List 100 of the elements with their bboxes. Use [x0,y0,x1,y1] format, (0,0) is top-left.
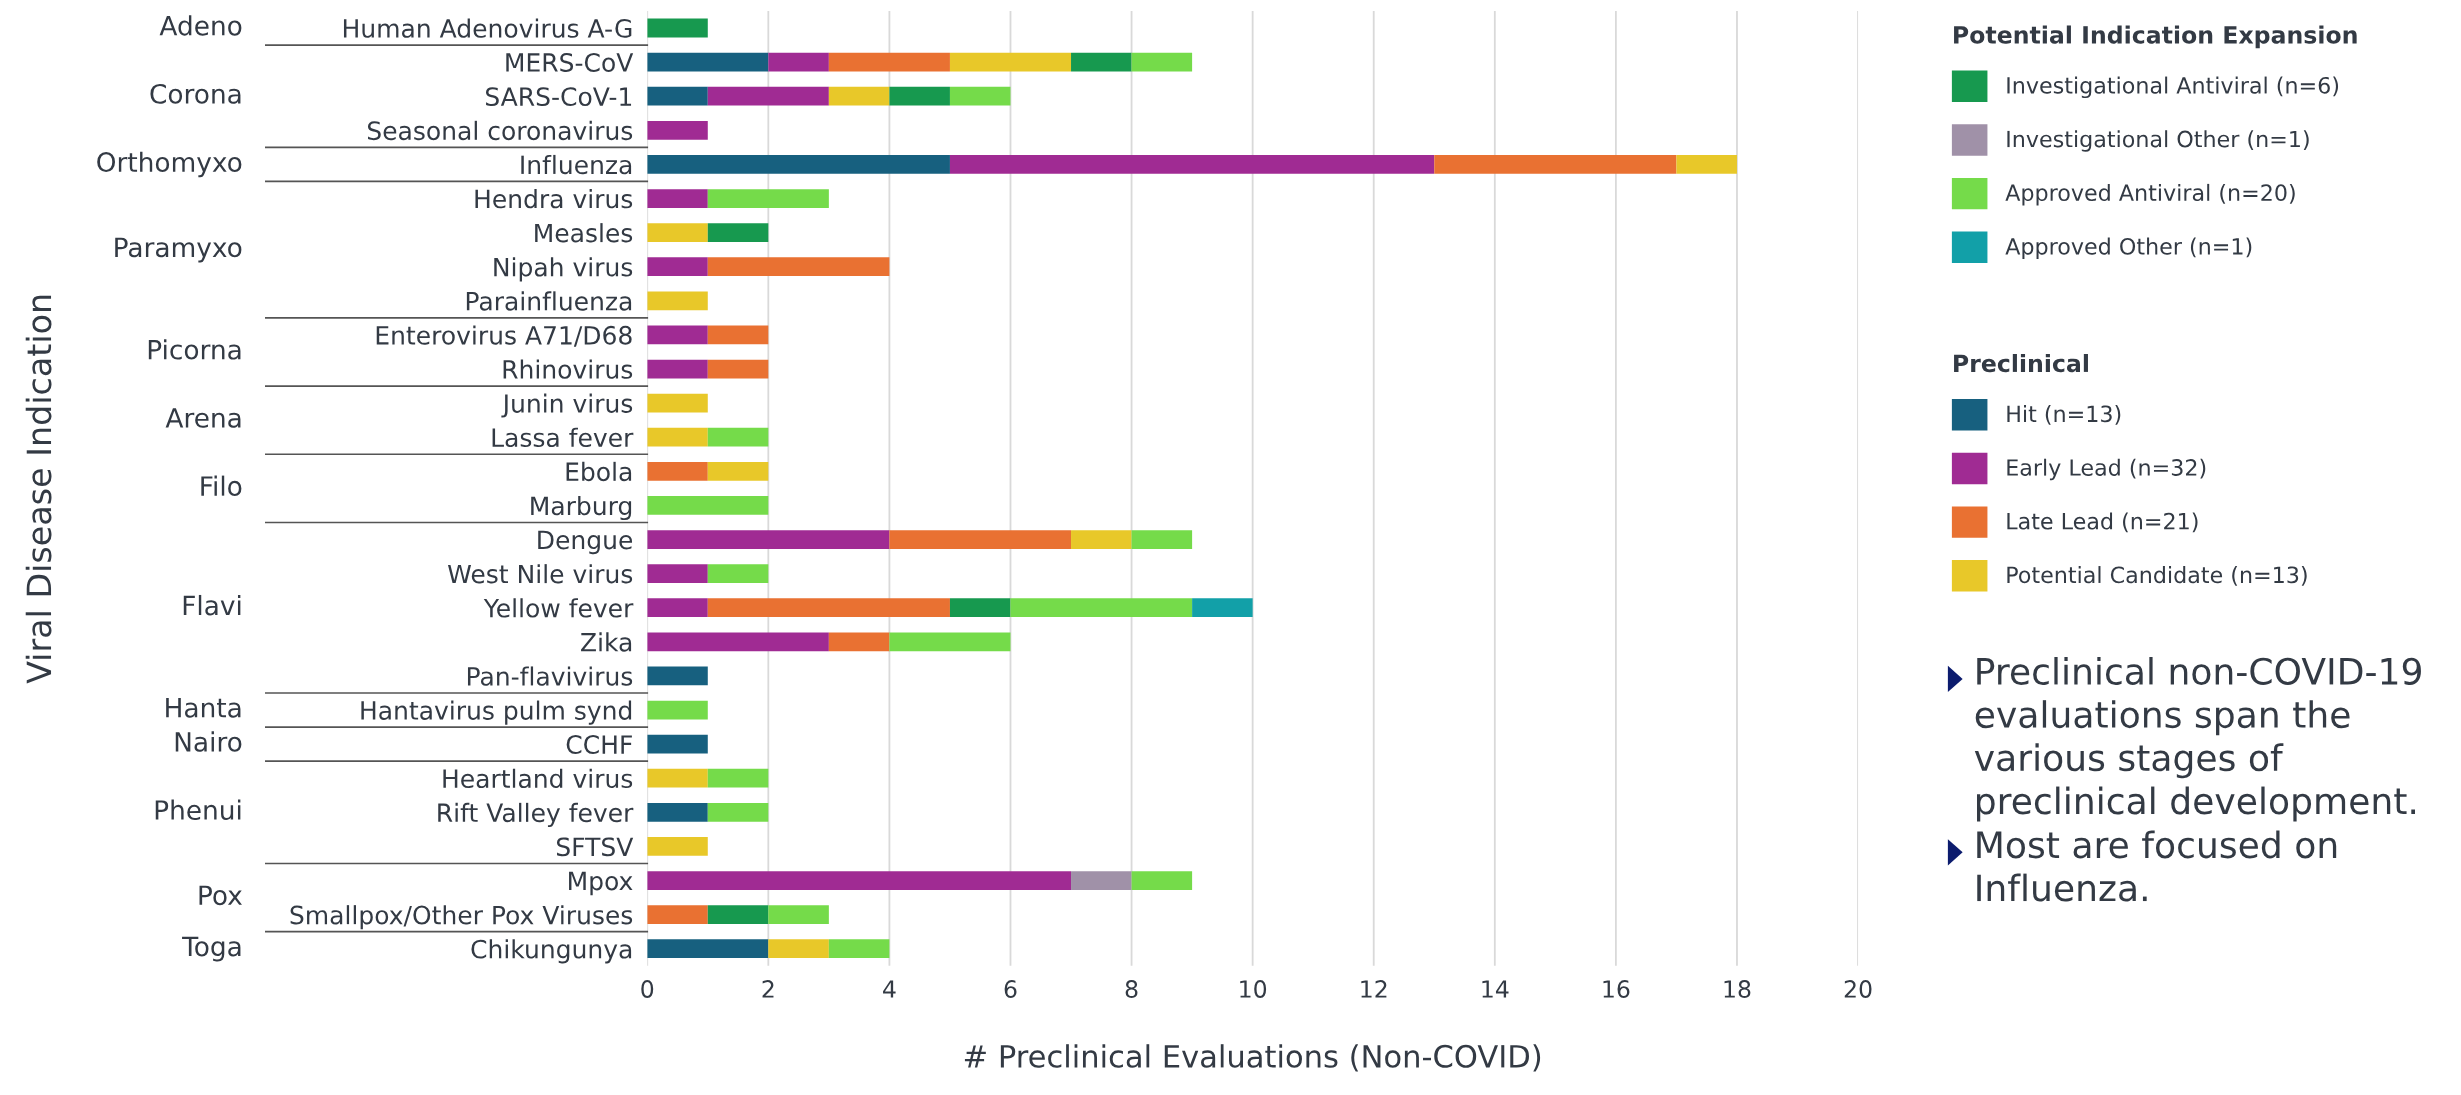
bar [647,52,769,72]
bar [647,905,708,925]
bar [647,666,708,686]
bar [647,837,708,856]
bar [647,120,708,140]
x-tick-label: 18 [1724,980,1751,998]
x-tick-label: 6 [1004,980,1017,998]
bar [647,564,708,583]
y-tick-label: Parainfluenza [466,291,632,311]
bar [647,86,708,106]
bar [949,598,1011,618]
bar [647,598,708,618]
text: Picorna [148,339,241,360]
bar [647,291,708,311]
y-tick-label: West Nile virus [447,564,633,584]
bar [647,18,708,38]
y-tick-label: Marburg [531,495,632,521]
bar [889,86,950,106]
y-tick-label: Pan-flavivirus [467,666,633,686]
bar [707,86,829,106]
bar [707,768,769,788]
legend-label: Potential Candidate (n=13) [2007,566,2307,586]
bar [647,325,708,345]
bar [707,223,769,242]
y-tick-label: Chikungunya [471,939,632,964]
legend-label: Investigational Antiviral (n=6) [2007,76,2339,99]
x-tick-label: 10 [1240,980,1267,998]
bar [1071,52,1132,72]
x-tick-label: 14 [1482,980,1509,998]
bar [828,86,890,106]
bar [647,632,829,652]
bar [768,905,829,925]
text: Adeno [159,15,242,36]
text: Hanta [166,698,241,718]
bar [647,530,890,549]
y-tick-label: Junin virus [501,393,633,418]
bar [1192,598,1253,618]
x-tick-label: 16 [1603,980,1630,998]
y-tick-label: Human Adenovirus A-G [343,18,632,38]
text: Preclinical non-COVID-19 evaluations span the various stages of preclinical development. [1974,657,2421,822]
x-tick-label: 0 [641,980,654,998]
y-tick-label: Ebola [566,461,632,482]
legend-label: Hit (n=13) [2007,405,2121,425]
bar [889,632,1011,652]
x-axis-title: # Preclinical Evaluations (Non-COVID) [964,1044,1541,1072]
y-tick-label: Smallpox/Other Pox Viruses [290,905,633,930]
legend-label: Approved Other (n=1) [2005,237,2252,260]
bar [828,939,890,959]
bar [1131,871,1193,890]
bar [647,871,1072,890]
bar [1131,530,1193,549]
bar [707,427,769,447]
bar [1071,530,1132,549]
y-tick-label: Measles [535,223,633,243]
bar [647,802,708,822]
legend-label: Early Lead (n=32) [2007,458,2206,481]
text: Corona [150,83,241,104]
text: Most are focused on Influenza. [1977,830,2337,902]
bar [1434,155,1677,174]
bar [647,496,769,515]
text: Flavi [183,594,241,616]
legend-label: Approved Antiviral (n=20) [2005,183,2295,206]
bar [1010,598,1193,618]
bar [1676,155,1737,174]
x-tick-label: 2 [762,980,774,998]
bar [828,632,890,652]
legend-label: Late Lead (n=21) [2007,512,2198,533]
y-tick-label: MERS-CoV [506,53,634,72]
x-tick-label: 4 [883,980,896,998]
text: Preclinical [1954,353,2088,373]
bar [889,530,1072,549]
bar [949,52,1072,72]
bar [707,359,769,379]
text: Viral Disease Indication [25,295,52,684]
text: Paramyxo [115,237,242,263]
bar [647,359,708,379]
text: Filo [201,475,242,497]
y-tick-label: Lassa fever [492,427,634,448]
bar [647,939,769,959]
bar [647,700,708,720]
bar [1071,871,1132,890]
y-tick-label: Rift Valley fever [438,802,634,828]
bar [647,461,708,481]
y-tick-label: Dengue [538,530,633,555]
text: Orthomyxo [97,151,242,178]
x-tick-label: 12 [1361,980,1387,998]
y-tick-label: Hantavirus pulm synd [361,700,632,725]
text: Phenui [155,799,241,820]
y-tick-label: Seasonal coronavirus [367,120,633,141]
bar [647,155,950,174]
y-tick-label: Nipah virus [494,257,633,282]
text: Arena [165,408,241,428]
bar [707,325,769,345]
y-tick-label: Heartland virus [443,768,633,789]
y-tick-label: Influenza [521,154,632,175]
x-tick-label: 20 [1844,980,1872,998]
bar [647,223,708,242]
bar [647,393,708,413]
x-tick-label: 8 [1125,980,1138,998]
bar [707,564,769,583]
